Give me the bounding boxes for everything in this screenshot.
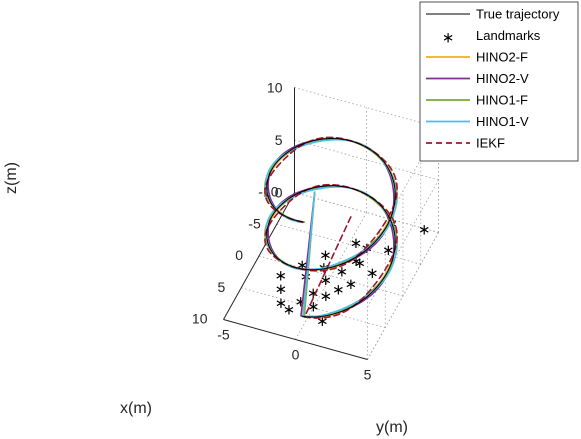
legend: True trajectory ∗ Landmarks HINO2-F HINO2-V H… <box>419 1 579 162</box>
landmark-marker: ∗ <box>307 284 320 302</box>
x-tick-label: 10 <box>192 311 208 327</box>
landmark-marker: ∗ <box>332 280 345 298</box>
floor-grid-line <box>295 212 367 340</box>
legend-marker-landmarks: ∗ <box>442 29 455 47</box>
series-layer <box>264 136 398 319</box>
legend-label: Landmarks <box>476 28 541 43</box>
x-tick-label: 0 <box>235 247 243 263</box>
legend-label: True trajectory <box>476 7 560 22</box>
side-wall-grid-line <box>367 232 439 360</box>
y-tick-label: 0 <box>292 347 300 363</box>
landmark-marker: ∗ <box>350 234 363 252</box>
z-tick-label: 0 <box>275 185 283 201</box>
floor-grid-line <box>276 223 421 265</box>
landmark-marker: ∗ <box>274 267 287 285</box>
landmark-marker: ∗ <box>418 220 431 238</box>
floor-grid-line <box>241 287 386 329</box>
y-axis-label: y(m) <box>376 419 408 436</box>
legend-box <box>419 1 579 162</box>
z-tick-label: 5 <box>275 132 283 148</box>
z-axis-label: z(m) <box>3 162 20 194</box>
x-tick-label: 5 <box>217 279 225 295</box>
landmark-marker: ∗ <box>319 246 332 264</box>
back-wall-grid-line <box>294 139 439 181</box>
x-axis-label: x(m) <box>120 400 152 417</box>
axis-layer <box>223 87 368 360</box>
legend-label: HINO2-F <box>476 50 528 65</box>
y-tick-label: 5 <box>364 367 372 383</box>
series-line-true-trajectory <box>266 138 396 318</box>
y-axis-line <box>223 319 368 360</box>
legend-label: HINO1-F <box>476 93 528 108</box>
legend-items: True trajectory ∗ Landmarks HINO2-F HINO2-V H… <box>426 7 560 151</box>
landmark-marker: ∗ <box>319 271 332 289</box>
landmark-marker: ∗ <box>283 300 296 318</box>
landmark-marker: ∗ <box>275 280 288 298</box>
landmark-marker: ∗ <box>382 241 395 259</box>
landmark-marker: ∗ <box>307 298 320 316</box>
x-tick-label: -5 <box>248 215 261 231</box>
back-wall-grid-line <box>294 87 439 128</box>
legend-label: HINO2-V <box>476 71 529 86</box>
legend-label: HINO1-V <box>476 114 529 129</box>
landmark-marker: ∗ <box>319 287 332 305</box>
landmark-marker: ∗ <box>345 275 358 293</box>
back-wall-grid-line <box>294 192 439 233</box>
legend-label: IEKF <box>476 136 505 151</box>
landmark-marker: ∗ <box>275 294 288 312</box>
x-tick-label: -10 <box>258 184 278 200</box>
landmark-layer: ∗ ∗∗∗∗∗∗ ∗∗∗∗ ∗∗∗ ∗∗∗∗ ∗∗∗ ∗∗∗∗ <box>274 215 430 331</box>
landmark-marker: ∗ <box>335 263 348 281</box>
landmark-marker: ∗ <box>366 264 379 282</box>
z-tick-label: 10 <box>267 80 283 96</box>
y-tick-label: -5 <box>217 327 230 343</box>
